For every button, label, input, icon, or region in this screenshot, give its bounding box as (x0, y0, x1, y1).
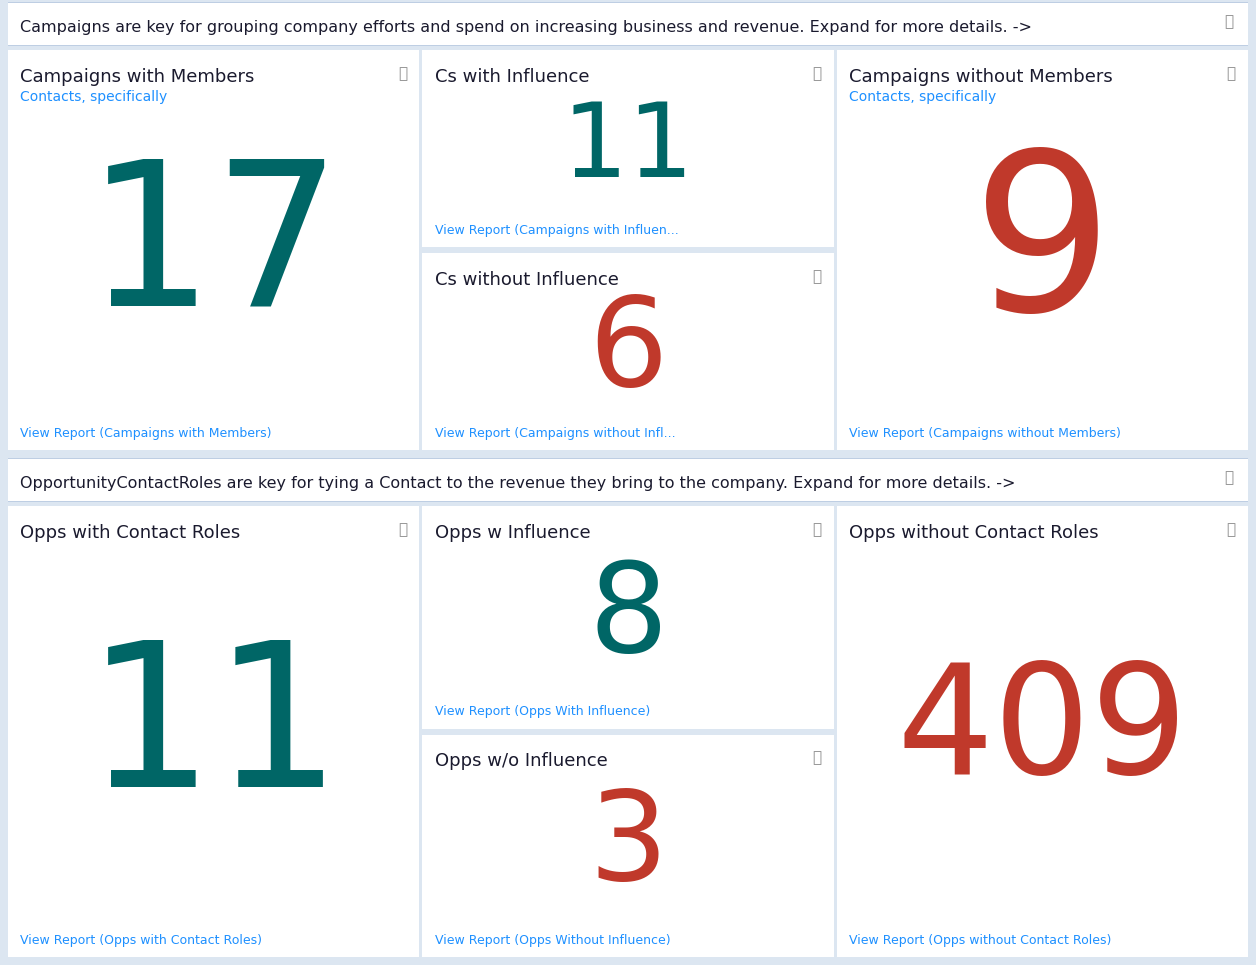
FancyBboxPatch shape (1, 457, 1255, 502)
FancyBboxPatch shape (418, 732, 838, 959)
Text: View Report (Opps with Contact Roles): View Report (Opps with Contact Roles) (20, 934, 263, 947)
Text: Cs without Influence: Cs without Influence (435, 271, 618, 289)
Text: 6: 6 (588, 291, 668, 412)
Text: 9: 9 (972, 143, 1113, 357)
FancyBboxPatch shape (1, 2, 1255, 46)
Text: ⤢: ⤢ (813, 269, 821, 284)
FancyBboxPatch shape (833, 502, 1252, 961)
Text: 409: 409 (897, 657, 1188, 806)
Text: Opps w/o Influence: Opps w/o Influence (435, 753, 608, 770)
Text: 11: 11 (85, 634, 342, 829)
Text: Campaigns with Members: Campaigns with Members (20, 68, 255, 86)
Text: Campaigns are key for grouping company efforts and spend on increasing business : Campaigns are key for grouping company e… (20, 20, 1032, 35)
Text: Contacts, specifically: Contacts, specifically (20, 90, 167, 104)
FancyBboxPatch shape (418, 251, 838, 452)
Text: Opps without Contact Roles: Opps without Contact Roles (849, 524, 1099, 542)
FancyBboxPatch shape (4, 502, 423, 961)
Text: 3: 3 (588, 786, 668, 906)
Text: Campaigns without Members: Campaigns without Members (849, 68, 1113, 86)
FancyBboxPatch shape (4, 46, 423, 454)
FancyBboxPatch shape (418, 48, 838, 249)
Text: 8: 8 (588, 557, 668, 677)
Text: ⤢: ⤢ (813, 66, 821, 81)
Text: View Report (Campaigns without Infl...: View Report (Campaigns without Infl... (435, 427, 676, 440)
Text: ⤢: ⤢ (813, 751, 821, 765)
Text: ⤢: ⤢ (1225, 470, 1233, 485)
Text: ⤢: ⤢ (1225, 14, 1233, 29)
Text: View Report (Campaigns with Influen...: View Report (Campaigns with Influen... (435, 224, 678, 237)
Text: View Report (Campaigns with Members): View Report (Campaigns with Members) (20, 427, 271, 440)
Text: View Report (Campaigns without Members): View Report (Campaigns without Members) (849, 427, 1120, 440)
Text: View Report (Opps With Influence): View Report (Opps With Influence) (435, 705, 649, 719)
FancyBboxPatch shape (418, 504, 838, 731)
Text: Contacts, specifically: Contacts, specifically (849, 90, 996, 104)
Text: OpportunityContactRoles are key for tying a Contact to the revenue they bring to: OpportunityContactRoles are key for tyin… (20, 476, 1016, 491)
Text: View Report (Opps without Contact Roles): View Report (Opps without Contact Roles) (849, 934, 1112, 947)
Text: ⤢: ⤢ (398, 522, 407, 537)
FancyBboxPatch shape (833, 46, 1252, 454)
Text: ⤢: ⤢ (1227, 522, 1236, 537)
Text: ⤢: ⤢ (813, 522, 821, 537)
Text: ⤢: ⤢ (398, 66, 407, 81)
Text: Cs with Influence: Cs with Influence (435, 68, 589, 86)
Text: View Report (Opps Without Influence): View Report (Opps Without Influence) (435, 934, 671, 947)
Text: ⤢: ⤢ (1227, 66, 1236, 81)
Text: 11: 11 (561, 98, 695, 199)
Text: Opps with Contact Roles: Opps with Contact Roles (20, 524, 241, 542)
Text: 17: 17 (85, 152, 342, 347)
Text: Opps w Influence: Opps w Influence (435, 524, 590, 542)
